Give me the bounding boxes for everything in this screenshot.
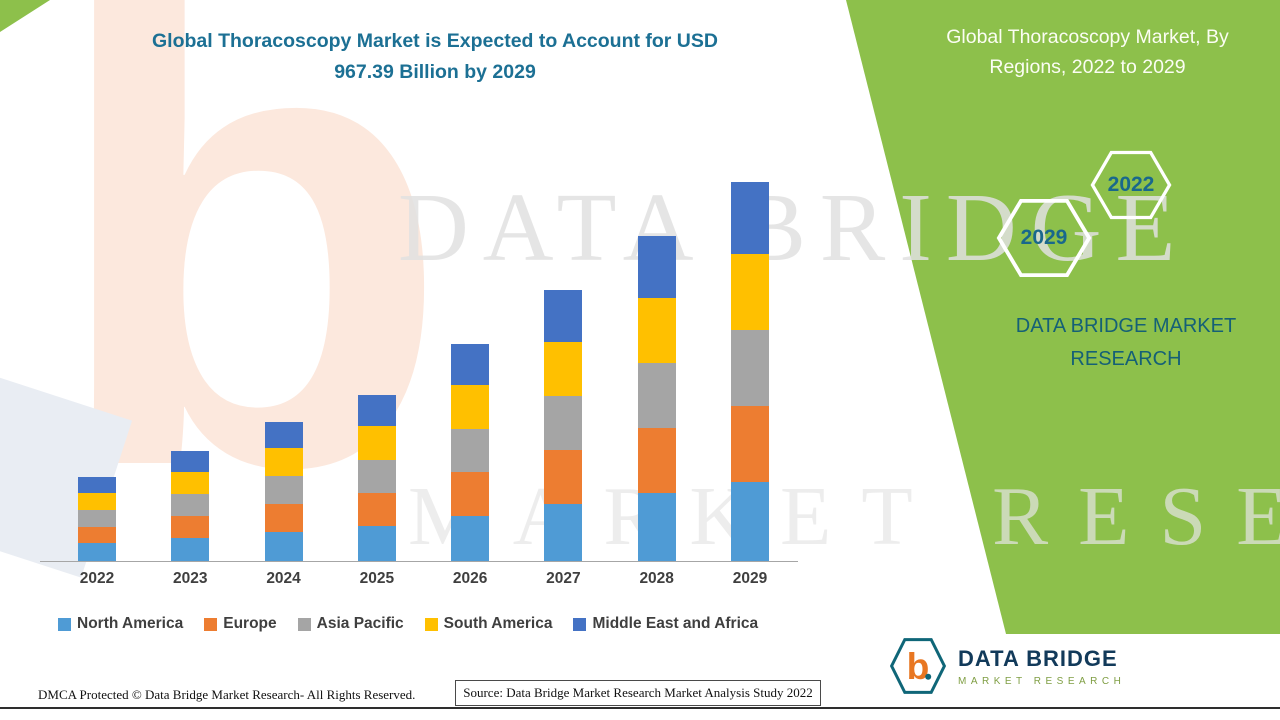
- page-title-line1: Global Thoracoscopy Market is Expected t…: [152, 30, 718, 52]
- legend-item-europe: Europe: [204, 615, 277, 633]
- bar-segment-2023-north-america: [171, 537, 210, 561]
- hexagon-outline-icon: [996, 198, 1092, 278]
- stacked-bar-2022: [78, 477, 116, 561]
- legend-item-north-america: North America: [58, 615, 183, 633]
- bar-segment-2024-middle-east-and-africa: [264, 422, 303, 449]
- legend-label: Middle East and Africa: [592, 615, 759, 632]
- bar-segment-2024-north-america: [264, 531, 303, 561]
- logo-title: DATA BRIDGE: [958, 645, 1118, 671]
- x-axis-labels: 2022 2023 2024 2025 2026 2027 2028 2029: [40, 570, 798, 588]
- bar-segment-2029-europe: [730, 405, 769, 482]
- bar-segment-2026-south-america: [451, 385, 490, 429]
- bar-segment-2026-north-america: [451, 515, 490, 561]
- panel-heading-line1: Global Thoracoscopy Market, By: [946, 26, 1229, 48]
- x-axis-label-2027: 2027: [546, 570, 581, 587]
- logo-hexagon-icon: b: [889, 638, 947, 694]
- bar-segment-2028-north-america: [637, 492, 676, 561]
- bar-segment-2023-asia-pacific: [171, 494, 210, 517]
- legend-item-middle-east-and-africa: Middle East and Africa: [573, 615, 758, 633]
- x-axis-label-2023: 2023: [173, 570, 208, 587]
- bar-segment-2028-middle-east-and-africa: [637, 236, 676, 298]
- bar-segment-2027-middle-east-and-africa: [544, 290, 583, 342]
- bar-segment-2022-south-america: [78, 493, 116, 510]
- bar-segment-2025-north-america: [357, 526, 396, 561]
- dmca-notice: DMCA Protected © Data Bridge Market Rese…: [38, 687, 416, 702]
- x-axis-label-2028: 2028: [639, 570, 674, 587]
- bar-segment-2027-europe: [544, 450, 583, 505]
- bar-segment-2027-north-america: [544, 504, 583, 561]
- bar-segment-2023-south-america: [171, 472, 210, 495]
- bar-segment-2026-middle-east-and-africa: [451, 344, 490, 386]
- x-axis-label-2024: 2024: [266, 570, 301, 587]
- panel-heading: Global Thoracoscopy Market, By Regions, …: [905, 22, 1270, 82]
- bar-segment-2023-middle-east-and-africa: [171, 451, 210, 473]
- bar-segment-2029-asia-pacific: [730, 330, 769, 406]
- bar-segment-2022-asia-pacific: [78, 509, 116, 527]
- panel-brand-text: DATA BRIDGE MARKET RESEARCH: [1015, 315, 1237, 370]
- panel-heading-line2: Regions, 2022 to 2029: [989, 56, 1186, 79]
- bar-segment-2028-europe: [637, 427, 676, 493]
- stacked-bar-2026: [451, 344, 490, 561]
- stacked-bar-2024: [264, 422, 303, 561]
- bar-segment-2024-europe: [264, 503, 303, 532]
- bar-segment-2025-south-america: [357, 426, 396, 460]
- stacked-bar-2023: [171, 451, 210, 561]
- stacked-bar-2028: [637, 236, 676, 561]
- bar-segment-2022-middle-east-and-africa: [78, 477, 116, 494]
- x-axis-label-2022: 2022: [79, 570, 115, 587]
- legend-label: Asia Pacific: [316, 615, 404, 632]
- bar-segment-2022-north-america: [78, 543, 116, 561]
- source-citation: Source: Data Bridge Market Research Mark…: [455, 680, 821, 706]
- hexagon-year-label: 2022: [1107, 173, 1155, 196]
- bar-segment-2025-europe: [357, 492, 396, 527]
- legend-marker-icon: [424, 617, 438, 631]
- legend-marker-icon: [297, 617, 311, 631]
- x-axis-label-2026: 2026: [452, 570, 488, 587]
- legend-marker-icon: [573, 617, 587, 631]
- stacked-bar-2025: [357, 394, 396, 561]
- company-logo: b DATA BRIDGE MARKET RESEARCH: [888, 636, 1125, 696]
- footer-divider-line: [0, 707, 1280, 709]
- bar-segment-2026-asia-pacific: [451, 428, 490, 473]
- bar-segment-2029-north-america: [730, 481, 769, 561]
- legend-label: Europe: [223, 615, 277, 632]
- bar-segment-2026-europe: [451, 472, 490, 516]
- legend-marker-icon: [204, 617, 218, 631]
- bar-segment-2024-asia-pacific: [264, 476, 303, 504]
- bar-segment-2027-south-america: [544, 341, 583, 397]
- hexagon-badge-2022: 2022: [1090, 150, 1172, 220]
- bar-segment-2029-middle-east-and-africa: [730, 182, 769, 255]
- stacked-bar-2029: [730, 182, 769, 561]
- plot-area: [40, 182, 798, 562]
- page-title: Global Thoracoscopy Market is Expected t…: [80, 26, 790, 88]
- hexagon-badge-2029: 2029: [996, 198, 1092, 278]
- corner-triangle-decoration: [0, 0, 50, 32]
- legend-label: South America: [443, 615, 553, 632]
- legend-label: North America: [77, 615, 184, 632]
- bar-segment-2025-middle-east-and-africa: [357, 394, 396, 427]
- bar-segment-2025-asia-pacific: [357, 459, 396, 493]
- bar-segment-2028-south-america: [637, 297, 676, 363]
- hexagon-outline-icon: [1090, 150, 1172, 220]
- bar-segment-2029-south-america: [730, 254, 769, 331]
- bar-segment-2024-south-america: [264, 448, 303, 477]
- x-axis-label-2029: 2029: [732, 570, 768, 587]
- x-axis-label-2025: 2025: [359, 570, 395, 587]
- chart-legend: North America Europe Asia Pacific South Ame…: [58, 615, 848, 633]
- bar-segment-2028-asia-pacific: [637, 362, 676, 428]
- svg-text:b: b: [907, 645, 930, 687]
- bar-segment-2022-europe: [78, 526, 116, 544]
- page-title-line2: 967.39 Billion by 2029: [334, 61, 536, 84]
- hexagon-year-label: 2029: [1020, 226, 1068, 249]
- legend-item-south-america: South America: [424, 615, 553, 633]
- bar-segment-2023-europe: [171, 516, 210, 538]
- logo-wordmark: DATA BRIDGE MARKET RESEARCH: [958, 646, 1125, 687]
- legend-item-asia-pacific: Asia Pacific: [297, 615, 404, 633]
- logo-subtitle: MARKET RESEARCH: [958, 675, 1126, 687]
- bar-segment-2027-asia-pacific: [544, 396, 583, 451]
- stacked-bar-2027: [544, 290, 583, 561]
- legend-marker-icon: [58, 617, 71, 631]
